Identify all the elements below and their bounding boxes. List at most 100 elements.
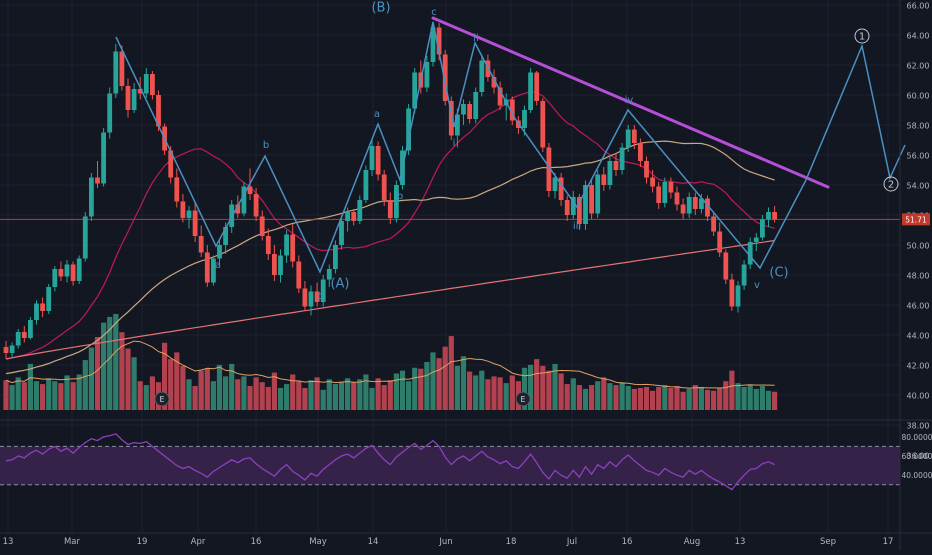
candle-body[interactable] [436, 27, 442, 55]
candle-body[interactable] [101, 132, 106, 184]
candle-body[interactable] [375, 146, 381, 175]
candle-body[interactable] [180, 201, 186, 219]
candle-body[interactable] [662, 182, 668, 203]
candle-body[interactable] [259, 216, 265, 237]
candle-body[interactable] [64, 264, 70, 277]
candle-body[interactable] [406, 108, 411, 151]
candle-body[interactable] [235, 204, 241, 214]
candle-body[interactable] [326, 269, 332, 280]
candle-body[interactable] [241, 186, 247, 214]
candle-body[interactable] [589, 185, 594, 214]
candle-body[interactable] [540, 101, 546, 148]
candle-body[interactable] [143, 74, 149, 94]
candle-body[interactable] [558, 177, 564, 201]
candle-body[interactable] [473, 92, 479, 119]
candle-body[interactable] [52, 269, 58, 287]
candle-body[interactable] [753, 237, 759, 243]
candle-body[interactable] [699, 198, 704, 210]
candle-body[interactable] [107, 93, 113, 133]
candle-body[interactable] [253, 194, 259, 217]
candle-body[interactable] [705, 198, 710, 217]
candle-body[interactable] [95, 177, 100, 184]
candle-body[interactable] [552, 177, 558, 192]
candle-body[interactable] [448, 101, 454, 136]
candle-body[interactable] [455, 114, 460, 136]
candle-body[interactable] [528, 72, 533, 111]
candle-body[interactable] [723, 252, 729, 280]
candle-body[interactable] [320, 279, 326, 303]
candle-body[interactable] [34, 303, 39, 321]
candle-body[interactable] [265, 236, 271, 254]
candle-body[interactable] [546, 147, 552, 192]
candle-body[interactable] [89, 177, 94, 217]
candle-body[interactable] [760, 219, 765, 238]
candle-body[interactable] [174, 177, 180, 202]
candle-body[interactable] [204, 252, 210, 283]
candle-body[interactable] [369, 146, 375, 170]
candle-body[interactable] [711, 216, 716, 232]
candle-body[interactable] [119, 51, 125, 87]
candle-body[interactable] [308, 291, 314, 307]
candle-body[interactable] [9, 345, 15, 354]
candle-body[interactable] [497, 87, 503, 106]
candle-body[interactable] [467, 104, 472, 119]
candle-body[interactable] [534, 72, 540, 102]
candle-body[interactable] [741, 264, 747, 286]
candle-body[interactable] [58, 269, 64, 277]
candle-body[interactable] [442, 54, 448, 102]
candle-body[interactable] [772, 212, 777, 220]
candle-body[interactable] [168, 150, 174, 178]
candle-body[interactable] [302, 288, 308, 307]
trendline[interactable] [431, 16, 830, 189]
candle-body[interactable] [461, 104, 466, 115]
candle-body[interactable] [674, 192, 680, 205]
candle-body[interactable] [631, 129, 637, 144]
candle-body[interactable] [509, 99, 515, 121]
candle-body[interactable] [619, 147, 625, 171]
candle-body[interactable] [766, 212, 771, 220]
candle-body[interactable] [387, 200, 393, 218]
candle-body[interactable] [46, 287, 52, 311]
candle-body[interactable] [430, 27, 436, 63]
candle-body[interactable] [491, 77, 497, 88]
candle-body[interactable] [363, 170, 369, 200]
candle-body[interactable] [247, 186, 253, 195]
candle-body[interactable] [198, 236, 204, 253]
candle-body[interactable] [650, 177, 655, 187]
candle-body[interactable] [577, 197, 582, 224]
candle-body[interactable] [583, 185, 588, 224]
candle-body[interactable] [339, 221, 344, 245]
candle-body[interactable] [156, 95, 161, 127]
candle-body[interactable] [113, 51, 119, 94]
candle-body[interactable] [522, 110, 527, 128]
wave-path[interactable] [115, 21, 807, 274]
candle-body[interactable] [70, 264, 76, 282]
candle-body[interactable] [223, 227, 228, 245]
earnings-marker[interactable] [515, 391, 531, 407]
candle-body[interactable] [351, 212, 357, 221]
candle-body[interactable] [21, 332, 27, 338]
candle-body[interactable] [357, 200, 363, 221]
candle-body[interactable] [82, 216, 88, 259]
candle-body[interactable] [284, 234, 289, 256]
candle-body[interactable] [28, 320, 33, 338]
candle-body[interactable] [412, 72, 418, 109]
earnings-marker[interactable] [154, 391, 170, 407]
candle-body[interactable] [15, 332, 21, 346]
candle-body[interactable] [125, 86, 131, 110]
candle-body[interactable] [150, 74, 155, 95]
candle-body[interactable] [638, 143, 643, 161]
candle-body[interactable] [729, 279, 735, 307]
candle-body[interactable] [570, 197, 576, 215]
candle-body[interactable] [601, 174, 607, 186]
candle-body[interactable] [479, 60, 485, 93]
candle-body[interactable] [272, 254, 277, 275]
candle-body[interactable] [717, 231, 723, 253]
candle-body[interactable] [613, 161, 619, 170]
candle-body[interactable] [278, 255, 283, 276]
resistance-trendline[interactable] [431, 16, 830, 189]
candle-body[interactable] [644, 161, 649, 178]
